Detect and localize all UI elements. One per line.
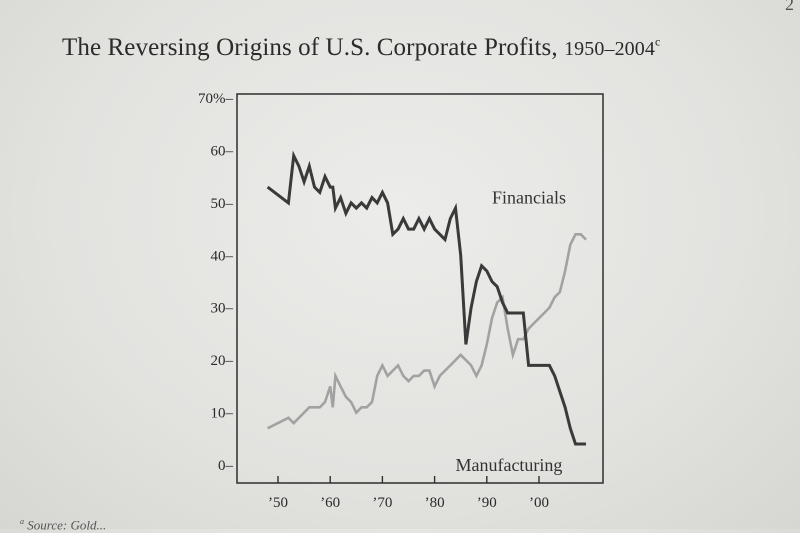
x-axis: ’50 ’60 ’70 ’80 ’90 ’00 [268,476,549,511]
plot-frame [236,93,604,484]
series-labels: Financials Manufacturing [455,188,566,475]
y-tick-label: 40– [211,248,234,264]
x-tick-label: ’60 [320,495,340,511]
x-tick-label: ’70 [372,495,392,511]
x-tick-label: ’80 [425,495,445,511]
y-tick-label: 50– [211,196,234,212]
x-tick-label: ’50 [268,495,288,511]
x-tick-label: ’00 [529,495,549,511]
series-label-manufacturing: Manufacturing [455,455,562,475]
series-label-financials: Financials [492,188,566,208]
series-layer [266,150,587,446]
series-line-financials [266,150,586,446]
title-note-mark: c [654,34,661,49]
y-tick-label: 70%– [198,91,233,107]
page-number: 2 [785,0,794,14]
y-tick-label: 60– [211,143,234,159]
y-tick-label: 30– [211,301,234,317]
chart-title: The Reversing Origins of U.S. Corporate … [62,34,660,62]
footnote-mark: a [20,517,24,526]
y-tick-label: 0– [218,458,234,474]
y-tick-label: 10– [211,406,234,422]
title-main: The Reversing Origins of U.S. Corporate … [62,34,558,61]
footnote: a Source: Gold... [20,517,106,533]
series-line-manufacturing [267,233,587,430]
title-years: 1950–2004 [564,38,655,60]
y-axis: 0– 10– 20– 30– 40– 50– 60– 70%– [198,91,234,474]
y-tick-label: 20– [211,353,234,369]
x-tick-label: ’90 [477,495,497,511]
footnote-text: Source: Gold... [27,517,107,533]
